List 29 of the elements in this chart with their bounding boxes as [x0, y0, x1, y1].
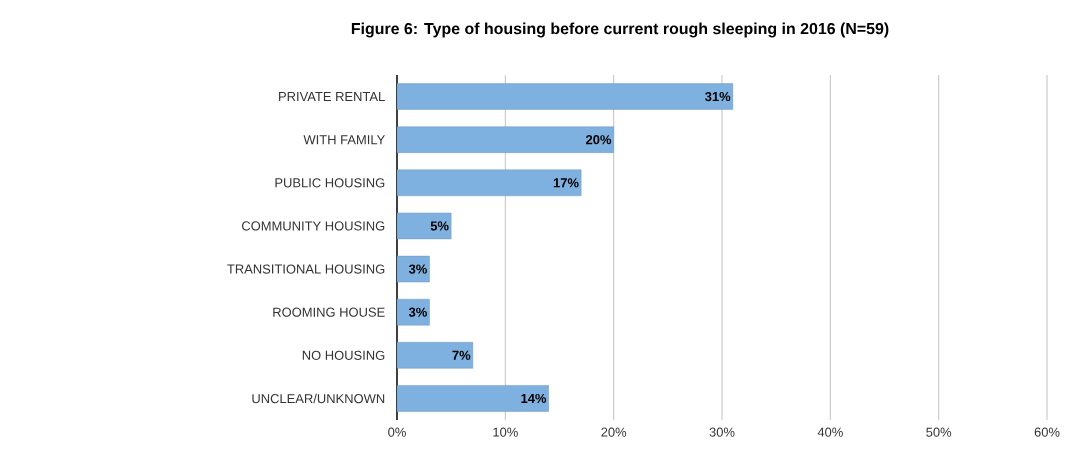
y-tick-label: COMMUNITY HOUSING — [241, 221, 385, 231]
y-tick-label: PUBLIC HOUSING — [275, 178, 385, 188]
x-tick-label: 10% — [493, 427, 518, 437]
data-label: 3% — [408, 307, 427, 317]
data-label: 14% — [521, 393, 547, 403]
chart-title: Figure 6: Type of housing before current rough sleeping in 2016 (N=59) — [351, 22, 889, 38]
x-tick-label: 30% — [709, 427, 735, 437]
y-tick-label: WITH FAMILY — [303, 135, 385, 145]
x-tick-label: 60% — [1034, 427, 1060, 437]
data-label: 31% — [705, 91, 731, 102]
y-tick-label: ROOMING HOUSE — [273, 307, 385, 317]
bar — [397, 83, 734, 110]
bar — [397, 342, 474, 369]
bar — [397, 385, 549, 412]
data-label: 17% — [553, 178, 579, 188]
y-tick-label: PRIVATE RENTAL — [279, 92, 385, 102]
x-tick-label: 20% — [601, 427, 627, 437]
y-tick-label: TRANSITIONAL HOUSING — [227, 264, 385, 274]
data-label: 20% — [586, 135, 612, 145]
bar — [397, 169, 582, 197]
x-tick-label: 50% — [926, 427, 952, 437]
x-tick-label: 40% — [817, 427, 843, 437]
x-tick-label: 0% — [388, 427, 406, 437]
y-tick-label: NO HOUSING — [302, 350, 385, 360]
data-label: 5% — [430, 221, 449, 231]
y-tick-label: UNCLEAR/UNKNOWN — [252, 393, 385, 404]
bar — [397, 126, 614, 153]
data-label: 7% — [452, 350, 471, 360]
data-label: 3% — [408, 264, 427, 274]
